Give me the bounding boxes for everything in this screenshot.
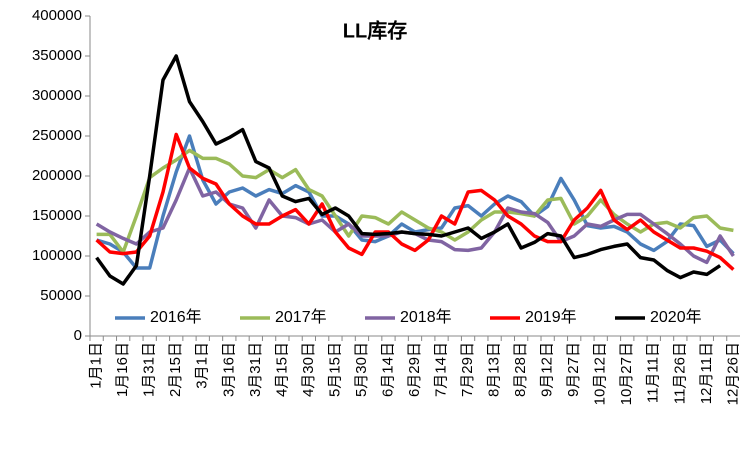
y-tick-label: 250000	[32, 127, 82, 144]
x-tick-label: 9月27日	[565, 342, 582, 397]
x-tick-label: 8月28日	[512, 342, 529, 397]
series-line	[95, 54, 722, 286]
y-tick-label: 350000	[32, 47, 82, 64]
x-tick-label: 4月30日	[300, 342, 317, 397]
y-tick-label: 200000	[32, 167, 82, 184]
x-tick-label: 5月15日	[326, 342, 343, 397]
x-tick-label: 3月1日	[194, 342, 211, 389]
x-tick-label: 8月13日	[486, 342, 503, 397]
x-tick-label: 11月11日	[645, 342, 662, 403]
x-tick-label: 1月1日	[88, 342, 105, 389]
series-line	[95, 132, 735, 271]
y-tick-label: 0	[74, 327, 82, 344]
legend-label: 2020年	[650, 308, 702, 326]
x-tick-label: 12月11日	[698, 342, 715, 404]
x-tick-label: 1月16日	[114, 342, 131, 397]
x-tick-label: 12月26日	[724, 342, 741, 405]
legend-label: 2016年	[150, 308, 202, 326]
legend-label: 2019年	[525, 308, 577, 326]
x-tick-label: 1月31日	[141, 342, 158, 397]
x-tick-label: 5月30日	[353, 342, 370, 397]
x-tick-label: 11月26日	[671, 342, 688, 404]
x-tick-label: 7月29日	[459, 342, 476, 397]
legend-label: 2018年	[400, 308, 452, 326]
y-tick-label: 100000	[32, 247, 82, 264]
series-line	[96, 148, 734, 254]
x-tick-label: 9月12日	[539, 342, 556, 397]
y-tick-label: 150000	[32, 207, 82, 224]
x-tick-label: 10月27日	[618, 342, 635, 405]
x-tick-label: 3月31日	[247, 342, 264, 397]
x-tick-label: 6月14日	[379, 342, 396, 397]
x-tick-label: 3月16日	[220, 342, 237, 397]
y-tick-label: 300000	[32, 87, 82, 104]
x-tick-label: 4月15日	[273, 342, 290, 397]
chart-title: LL库存	[343, 18, 407, 42]
legend-label: 2017年	[275, 308, 327, 326]
y-tick-label: 50000	[40, 287, 82, 304]
x-tick-label: 6月29日	[406, 342, 423, 397]
x-tick-label: 7月14日	[432, 342, 449, 397]
x-tick-label: 2月15日	[167, 342, 184, 397]
y-tick-label: 400000	[32, 7, 82, 24]
x-tick-label: 10月12日	[592, 342, 609, 405]
